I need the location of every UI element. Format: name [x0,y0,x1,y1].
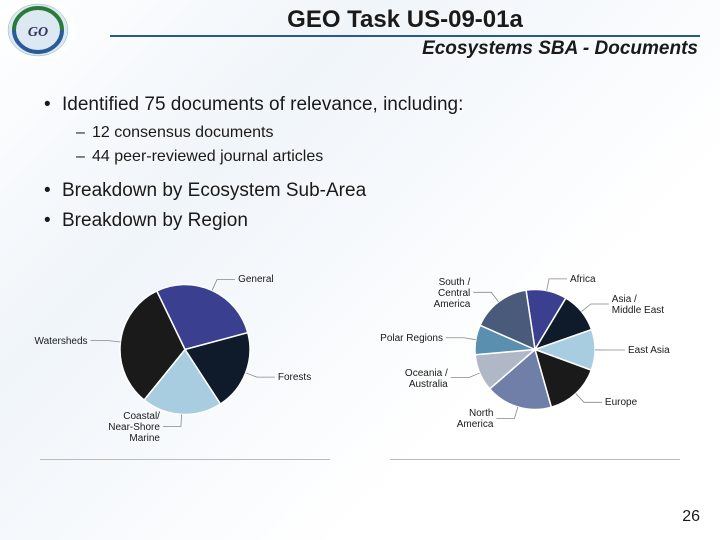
leader-line [212,279,235,290]
page-number: 26 [682,508,700,526]
charts-row: GeneralForestsCoastal/Near-ShoreMarineWa… [30,240,690,460]
svg-text:GO: GO [28,25,48,40]
leader-line [446,338,476,340]
pie-svg [40,240,330,459]
page-title: GEO Task US-09-01a [110,6,700,34]
leader-line [163,414,182,426]
leader-line [91,341,121,342]
leader-line [451,373,480,378]
title-line: GEO Task US-09-01a [110,6,700,37]
bullet-sub-1a: 12 consensus documents [76,124,690,142]
bullet-sub-1b: 44 peer-reviewed journal articles [76,148,690,166]
leader-line [246,373,275,377]
bullet-main-2: Breakdown by Ecosystem Sub-Area [44,180,690,202]
leader-line [582,304,609,312]
bullet-main-3: Breakdown by Region [44,210,690,232]
geo-logo: GO [0,0,102,58]
leader-line [547,279,567,291]
leader-line [473,292,498,302]
pie-chart-region: AfricaAsia /Middle EastEast AsiaEuropeNo… [390,240,680,460]
page-subtitle: Ecosystems SBA - Documents [110,38,698,60]
slide-header: GO GEO Task US-09-01a Ecosystems SBA - D… [0,0,720,64]
pie-svg [390,240,680,459]
pie-chart-subarea: GeneralForestsCoastal/Near-ShoreMarineWa… [40,240,330,460]
leader-line [496,407,517,418]
bullet-main-1: Identified 75 documents of relevance, in… [44,94,690,116]
content-area: Identified 75 documents of relevance, in… [0,64,720,470]
leader-line [576,394,602,403]
